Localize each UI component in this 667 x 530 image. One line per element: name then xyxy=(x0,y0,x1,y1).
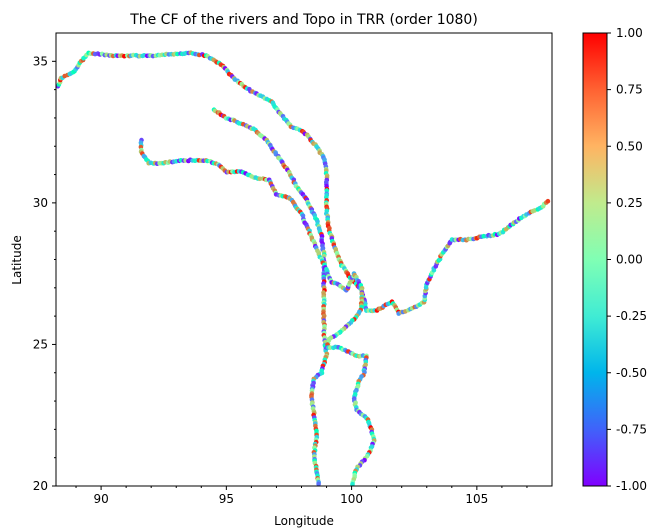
x-tick-label: 95 xyxy=(219,492,234,506)
y-axis: 20 25 30 35 xyxy=(33,54,56,493)
river-point xyxy=(359,291,365,297)
x-tick-label: 100 xyxy=(340,492,363,506)
river-point xyxy=(316,481,321,486)
colorbar-tick-label: -0.25 xyxy=(616,309,647,323)
colorbar-tick-label: 0.00 xyxy=(616,253,643,267)
colorbar-tick-label: -0.75 xyxy=(616,422,647,436)
colorbar-tick-label: 0.75 xyxy=(616,83,643,97)
scatter-points xyxy=(56,50,551,486)
y-tick-label: 30 xyxy=(33,196,48,210)
colorbar-tick-label: 0.50 xyxy=(616,139,643,153)
y-tick-label: 20 xyxy=(33,479,48,493)
colorbar-tick-label: 1.00 xyxy=(616,26,643,40)
x-tick-label: 90 xyxy=(93,492,108,506)
y-tick-label: 35 xyxy=(33,54,48,68)
colorbar-tick-label: 0.25 xyxy=(616,196,643,210)
x-axis-label: Longitude xyxy=(274,514,334,528)
y-axis-label: Latitude xyxy=(10,235,24,284)
x-axis: 90 95 100 105 xyxy=(75,486,528,506)
colorbar-tick-label: -1.00 xyxy=(616,479,647,493)
plot-area xyxy=(56,33,552,486)
y-tick-label: 25 xyxy=(33,337,48,351)
colorbar xyxy=(582,32,608,487)
x-tick-label: 105 xyxy=(465,492,488,506)
river-point xyxy=(545,198,551,204)
chart-title: The CF of the rivers and Topo in TRR (or… xyxy=(129,12,478,28)
river-point xyxy=(350,481,355,486)
river-point xyxy=(324,188,330,193)
colorbar-tick-label: -0.50 xyxy=(616,366,647,380)
colorbar-ticks: 1.00 0.75 0.50 0.25 0.00 -0.25 -0.50 -0.75 -1.00 xyxy=(607,26,647,493)
river-point xyxy=(257,176,263,182)
